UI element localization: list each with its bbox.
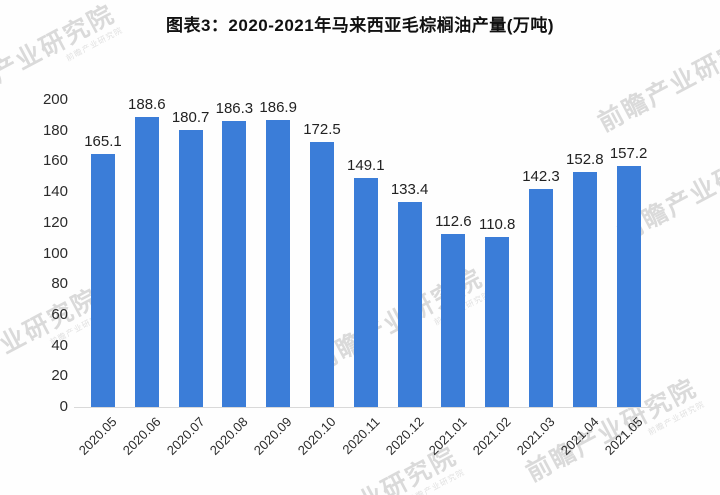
bar-value-label: 186.3 — [215, 100, 254, 118]
bar-value-label: 186.9 — [259, 99, 297, 117]
y-axis-tick-label: 40 — [51, 336, 68, 354]
bar-value-label: 110.8 — [478, 215, 516, 233]
bar-value-label: 112.6 — [435, 213, 472, 231]
y-axis-tick-label: 180 — [42, 121, 68, 139]
x-axis-baseline — [74, 407, 661, 408]
bar-value-label: 180.7 — [171, 108, 210, 126]
bar-2020.10 — [310, 142, 334, 407]
bar-2020.11 — [353, 178, 378, 407]
y-axis-tick-label: 20 — [51, 367, 68, 385]
y-axis-tick-label: 60 — [51, 305, 68, 323]
bar-value-label: 149.1 — [347, 157, 385, 175]
y-axis-tick-label: 140 — [42, 183, 68, 201]
bar-2020.05 — [91, 153, 115, 407]
bar-2021.03 — [529, 188, 553, 407]
chart-title: 图表3：2020-2021年马来西亚毛棕榈油产量(万吨) — [165, 16, 555, 35]
bar-value-label: 172.5 — [303, 121, 341, 139]
bar-value-label: 142.3 — [522, 167, 560, 185]
y-axis-tick-label: 100 — [42, 244, 68, 262]
bar-value-label: 188.6 — [128, 96, 166, 114]
y-axis-tick-label: 80 — [51, 275, 68, 293]
y-axis-tick-label: 160 — [42, 152, 68, 170]
bar-2020.09 — [266, 120, 291, 407]
bar-2021.05 — [616, 165, 641, 407]
bar-2020.12 — [397, 202, 422, 407]
bar-value-label: 133.4 — [390, 181, 429, 199]
bar-2020.08 — [222, 121, 247, 407]
bar-2020.07 — [178, 129, 203, 407]
y-axis-tick-label: 0 — [59, 398, 68, 415]
bar-2020.06 — [134, 117, 159, 407]
bar-2021.04 — [572, 172, 597, 407]
bar-2021.01 — [441, 234, 466, 407]
y-axis-tick-label: 200 — [42, 91, 68, 108]
bar-value-label: 157.2 — [609, 144, 648, 162]
bar-value-label: 165.1 — [84, 132, 122, 150]
bar-2021.02 — [485, 236, 510, 407]
y-axis-tick-label: 120 — [42, 213, 68, 231]
bar-value-label: 152.8 — [566, 151, 604, 169]
